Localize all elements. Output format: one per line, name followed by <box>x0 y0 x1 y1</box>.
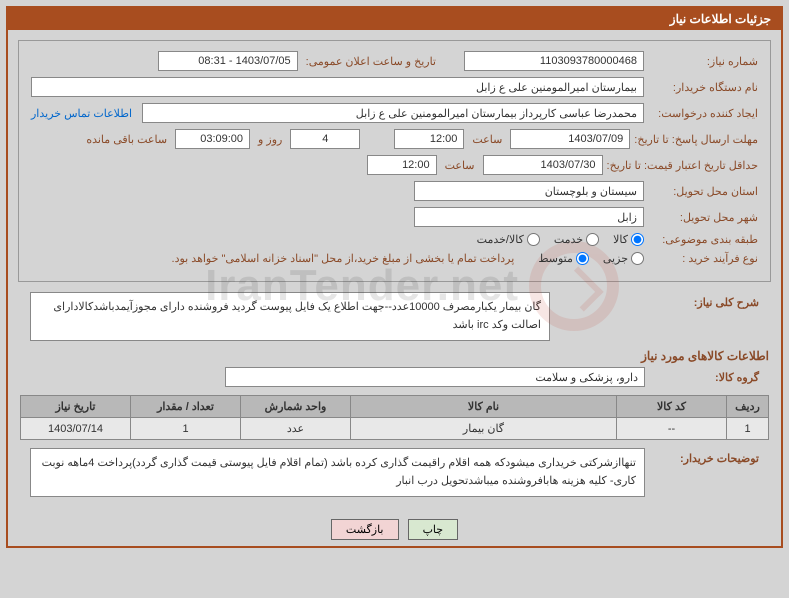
items-section-title: اطلاعات کالاهای مورد نیاز <box>20 349 769 363</box>
need-no-value: 1103093780000468 <box>464 51 644 71</box>
group-value: دارو، پزشکی و سلامت <box>225 367 645 387</box>
th-unit: واحد شمارش <box>241 396 351 418</box>
buyer-org-label: نام دستگاه خریدار: <box>648 81 758 94</box>
days-value: 4 <box>290 129 360 149</box>
page-header: جزئیات اطلاعات نیاز <box>8 8 781 30</box>
price-valid-date: 1403/07/30 <box>483 155 603 175</box>
overview-label: شرح کلی نیاز: <box>649 292 759 309</box>
th-date: تاریخ نیاز <box>21 396 131 418</box>
table-row: 1 -- گان بیمار عدد 1 1403/07/14 <box>21 418 769 440</box>
time-label-1: ساعت <box>468 133 506 146</box>
th-row: ردیف <box>727 396 769 418</box>
th-qty: تعداد / مقدار <box>131 396 241 418</box>
province-label: استان محل تحویل: <box>648 185 758 198</box>
reply-date: 1403/07/09 <box>510 129 630 149</box>
remain-time: 03:09:00 <box>175 129 250 149</box>
radio-both[interactable]: کالا/خدمت <box>477 233 540 246</box>
process-label: نوع فرآیند خرید : <box>648 252 758 265</box>
items-table: ردیف کد کالا نام کالا واحد شمارش تعداد /… <box>20 395 769 440</box>
buyer-org-value: بیمارستان امیرالمومنین علی ع زابل <box>31 77 644 97</box>
reply-time: 12:00 <box>394 129 464 149</box>
process-radios: جزیی متوسط <box>538 252 644 265</box>
reply-deadline-label: مهلت ارسال پاسخ: تا تاریخ: <box>634 133 758 146</box>
overview-text: گان بیمار یکبارمصرف 10000عدد--جهت اطلاع … <box>30 292 550 341</box>
province-value: سیستان و بلوچستان <box>414 181 644 201</box>
radio-partial[interactable]: جزیی <box>603 252 644 265</box>
announce-label: تاریخ و ساعت اعلان عمومی: <box>302 55 440 68</box>
announce-value: 1403/07/05 - 08:31 <box>158 51 298 71</box>
th-code: کد کالا <box>617 396 727 418</box>
price-valid-time: 12:00 <box>367 155 437 175</box>
radio-goods[interactable]: کالا <box>613 233 644 246</box>
back-button[interactable]: بازگشت <box>331 519 399 540</box>
th-name: نام کالا <box>351 396 617 418</box>
category-label: طبقه بندی موضوعی: <box>648 233 758 246</box>
need-no-label: شماره نیاز: <box>648 55 758 68</box>
contact-link[interactable]: اطلاعات تماس خریدار <box>31 107 138 120</box>
days-label: روز و <box>254 133 286 146</box>
buyer-notes-label: توضیحات خریدار: <box>649 448 759 465</box>
city-label: شهر محل تحویل: <box>648 211 758 224</box>
radio-service[interactable]: خدمت <box>554 233 599 246</box>
process-note: پرداخت تمام یا بخشی از مبلغ خرید،از محل … <box>172 252 515 265</box>
remain-label: ساعت باقی مانده <box>82 133 171 146</box>
radio-medium[interactable]: متوسط <box>538 252 589 265</box>
requester-label: ایجاد کننده درخواست: <box>648 107 758 120</box>
print-button[interactable]: چاپ <box>408 519 459 540</box>
time-label-2: ساعت <box>441 159 479 172</box>
price-valid-label: حداقل تاریخ اعتبار قیمت: تا تاریخ: <box>607 159 758 172</box>
group-label: گروه کالا: <box>649 371 759 384</box>
category-radios: کالا خدمت کالا/خدمت <box>477 233 644 246</box>
city-value: زابل <box>414 207 644 227</box>
requester-value: محمدرضا عباسی کارپرداز بیمارستان امیرالم… <box>142 103 644 123</box>
buyer-notes-text: تنهاازشرکتی خریداری میشودکه همه اقلام را… <box>30 448 645 497</box>
